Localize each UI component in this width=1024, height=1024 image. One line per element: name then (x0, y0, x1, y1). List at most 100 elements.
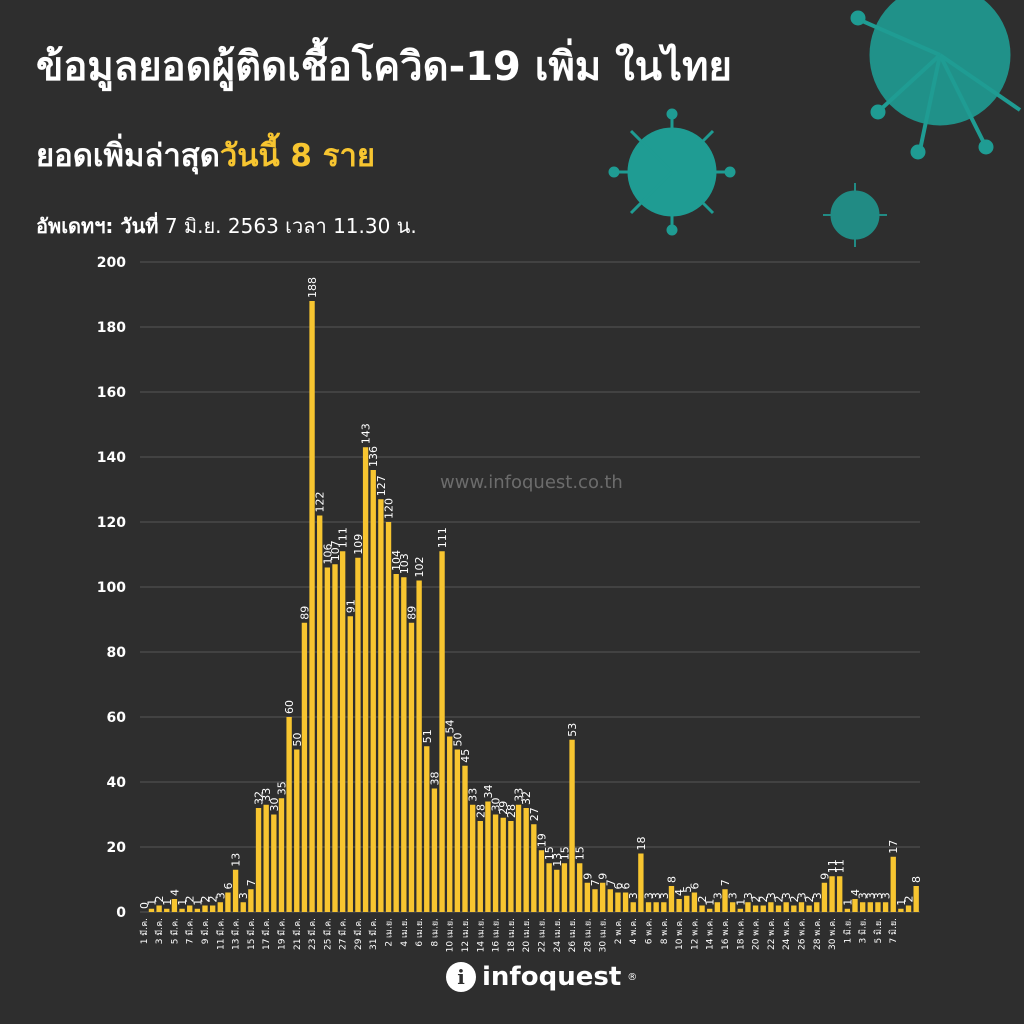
bar (806, 905, 812, 912)
bar (164, 908, 170, 912)
data-label: 120 (383, 498, 396, 519)
data-label: 3 (643, 892, 656, 899)
data-label: 3 (214, 892, 227, 899)
data-label: 3 (658, 892, 671, 899)
bar (523, 808, 529, 912)
x-tick-label: 23 มี.ค. (307, 918, 318, 950)
bar (890, 856, 896, 912)
x-tick-label: 1 มี.ค. (139, 918, 150, 944)
update-value: 7 มิ.ย. 2563 เวลา 11.30 น. (158, 214, 417, 238)
bar (278, 798, 285, 912)
data-label: 102 (413, 557, 426, 578)
data-label: 4 (673, 889, 686, 896)
y-tick-label: 100 (97, 580, 126, 596)
data-label: 18 (635, 837, 648, 851)
data-label: 13 (551, 853, 564, 867)
page-title: ข้อมูลยอดผู้ติดเชื้อโควิด-19 เพิ่ม ในไทย (36, 44, 732, 90)
data-label: 3 (780, 892, 793, 899)
data-label: 1 (145, 899, 158, 906)
data-label: 2 (696, 896, 709, 903)
bar (515, 804, 522, 912)
data-label: 11 (834, 859, 847, 873)
data-label: 11 (826, 859, 839, 873)
data-label: 53 (566, 723, 579, 737)
bar (791, 905, 797, 912)
x-tick-label: 21 มี.ค. (292, 918, 303, 950)
data-label: 2 (773, 896, 786, 903)
data-label: 9 (818, 873, 831, 880)
data-label: 50 (451, 733, 464, 747)
x-tick-label: 9 มี.ค. (200, 918, 211, 944)
bar (431, 788, 438, 912)
bar (469, 804, 476, 912)
bar (209, 905, 216, 912)
data-label: 3 (795, 892, 808, 899)
y-tick-label: 120 (97, 515, 126, 531)
data-label: 7 (589, 879, 602, 886)
bar (607, 889, 613, 912)
x-tick-label: 17 มี.ค. (261, 918, 272, 950)
subtitle-prefix: ยอดเพิ่มล่าสุด (36, 138, 220, 174)
bar (798, 902, 805, 912)
x-tick-label: 8 พ.ค. (660, 918, 670, 944)
bar (500, 817, 506, 912)
bar (355, 557, 361, 912)
data-label: 8 (910, 876, 923, 883)
data-label: 9 (581, 873, 594, 880)
bar (898, 908, 904, 912)
data-label: 89 (405, 606, 418, 620)
subtitle-highlight: วันนี้ 8 ราย (219, 138, 376, 174)
x-tick-label: 13 มี.ค. (231, 918, 242, 950)
bar (408, 622, 415, 912)
bar (584, 882, 591, 912)
x-tick-label: 3 มี.ค. (154, 918, 165, 944)
data-label: 7 (245, 879, 258, 886)
data-label: 3 (627, 892, 640, 899)
bar (775, 905, 782, 912)
bar (844, 908, 851, 912)
bar (492, 814, 499, 912)
data-label: 15 (574, 846, 587, 860)
x-tick-label: 26 เม.ย. (568, 918, 578, 952)
x-tick-label: 11 มี.ค. (215, 918, 226, 950)
update-label: อัพเดทฯ: วันที่ (36, 214, 159, 238)
subtitle: ยอดเพิ่มล่าสุดวันนี้ 8 ราย (36, 130, 375, 180)
data-label: 34 (482, 785, 495, 799)
bar (684, 895, 690, 912)
y-tick-label: 140 (97, 450, 126, 466)
data-label: 3 (742, 892, 755, 899)
x-tick-label: 6 พ.ค. (645, 918, 655, 944)
data-label: 109 (352, 534, 365, 555)
bar (561, 863, 568, 912)
data-label: 45 (459, 749, 472, 763)
data-label: 136 (367, 446, 380, 467)
x-tick-label: 30 เม.ย. (599, 918, 609, 952)
data-label: 4 (849, 889, 862, 896)
data-label: 2 (199, 896, 212, 903)
data-label: 91 (344, 599, 357, 613)
data-label: 3 (880, 892, 893, 899)
bar (882, 902, 889, 912)
data-label: 188 (306, 277, 319, 298)
data-label: 2 (207, 896, 220, 903)
bar (729, 902, 736, 912)
data-label: 30 (268, 798, 281, 812)
data-label: 51 (421, 729, 434, 743)
data-label: 28 (505, 804, 518, 818)
data-label: 122 (314, 492, 327, 513)
bar (202, 905, 208, 912)
data-label: 3 (872, 892, 885, 899)
data-label: 4 (168, 889, 181, 896)
bar (745, 902, 751, 912)
bar (362, 447, 369, 912)
bar (592, 889, 598, 912)
bar (783, 902, 789, 912)
x-tick-label: 24 พ.ค. (782, 918, 792, 950)
data-label: 127 (375, 475, 388, 496)
watermark: www.infoquest.co.th (440, 472, 623, 493)
data-label: 5 (681, 886, 694, 893)
bar (401, 577, 407, 912)
data-label: 3 (711, 892, 724, 899)
x-tick-label: 7 มี.ค. (185, 918, 196, 944)
data-label: 33 (467, 788, 480, 802)
